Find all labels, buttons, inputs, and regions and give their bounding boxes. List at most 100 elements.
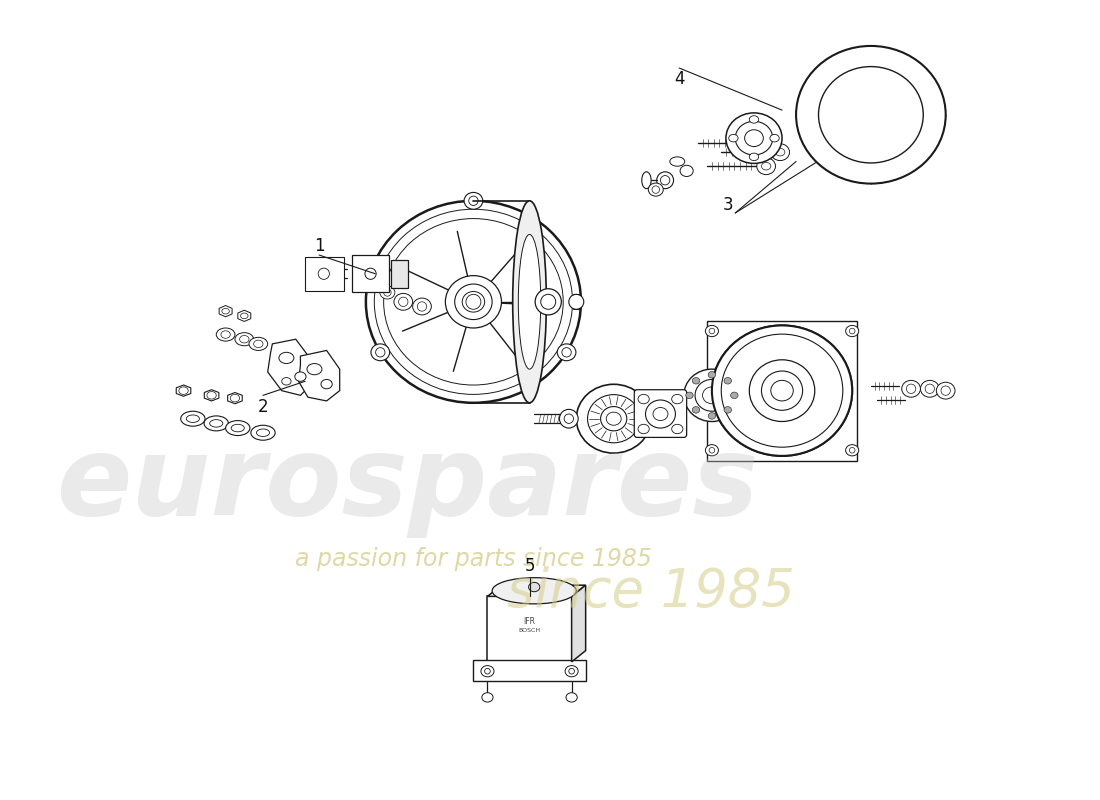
Ellipse shape xyxy=(221,330,230,338)
Ellipse shape xyxy=(771,380,793,401)
Ellipse shape xyxy=(724,378,732,384)
Ellipse shape xyxy=(708,371,716,378)
Ellipse shape xyxy=(541,294,556,310)
Ellipse shape xyxy=(936,382,955,399)
Ellipse shape xyxy=(771,144,790,161)
Text: BOSCH: BOSCH xyxy=(518,629,540,634)
Polygon shape xyxy=(305,257,344,290)
Ellipse shape xyxy=(222,308,229,314)
Ellipse shape xyxy=(846,326,859,337)
Ellipse shape xyxy=(279,352,294,363)
Text: 2: 2 xyxy=(257,398,268,415)
Ellipse shape xyxy=(412,298,431,315)
Ellipse shape xyxy=(446,276,502,328)
Text: 3: 3 xyxy=(723,197,733,214)
Ellipse shape xyxy=(670,157,685,166)
Ellipse shape xyxy=(906,384,916,394)
Ellipse shape xyxy=(653,407,668,421)
Ellipse shape xyxy=(566,693,578,702)
Polygon shape xyxy=(572,585,585,662)
Ellipse shape xyxy=(712,326,852,456)
Ellipse shape xyxy=(818,66,923,163)
Ellipse shape xyxy=(180,411,205,426)
Ellipse shape xyxy=(464,192,483,210)
Ellipse shape xyxy=(329,266,338,282)
Ellipse shape xyxy=(374,210,573,394)
Ellipse shape xyxy=(205,416,229,431)
Ellipse shape xyxy=(692,378,700,384)
Ellipse shape xyxy=(771,380,793,401)
Ellipse shape xyxy=(371,344,389,361)
Ellipse shape xyxy=(569,294,584,310)
Ellipse shape xyxy=(722,334,843,447)
Polygon shape xyxy=(352,255,389,293)
Ellipse shape xyxy=(454,284,492,319)
Ellipse shape xyxy=(217,328,235,341)
Ellipse shape xyxy=(708,413,716,419)
Ellipse shape xyxy=(712,326,852,456)
Ellipse shape xyxy=(902,380,921,397)
Ellipse shape xyxy=(254,340,263,348)
Ellipse shape xyxy=(492,578,576,604)
Ellipse shape xyxy=(710,328,715,334)
Ellipse shape xyxy=(692,406,700,413)
Ellipse shape xyxy=(638,394,649,404)
Ellipse shape xyxy=(705,326,718,337)
Ellipse shape xyxy=(638,424,649,434)
Ellipse shape xyxy=(849,447,855,453)
Ellipse shape xyxy=(558,344,576,361)
Text: 4: 4 xyxy=(674,70,684,88)
Ellipse shape xyxy=(587,394,640,442)
Ellipse shape xyxy=(469,196,478,206)
Ellipse shape xyxy=(240,335,249,343)
Ellipse shape xyxy=(398,297,408,306)
Ellipse shape xyxy=(921,380,939,397)
Bar xyxy=(487,596,572,662)
Ellipse shape xyxy=(728,134,738,142)
Ellipse shape xyxy=(770,134,779,142)
Ellipse shape xyxy=(295,372,306,382)
Ellipse shape xyxy=(366,201,581,403)
Ellipse shape xyxy=(394,294,412,310)
Ellipse shape xyxy=(749,116,759,123)
Text: since 1985: since 1985 xyxy=(507,566,795,618)
Ellipse shape xyxy=(513,201,547,403)
Ellipse shape xyxy=(761,371,803,410)
Ellipse shape xyxy=(747,134,766,151)
Ellipse shape xyxy=(684,369,740,422)
Ellipse shape xyxy=(672,424,683,434)
Ellipse shape xyxy=(241,313,248,318)
Ellipse shape xyxy=(179,387,188,394)
Ellipse shape xyxy=(601,406,627,431)
Ellipse shape xyxy=(722,334,843,447)
Text: IFR: IFR xyxy=(524,617,536,626)
Ellipse shape xyxy=(776,149,784,156)
Ellipse shape xyxy=(703,387,722,404)
Ellipse shape xyxy=(210,420,223,427)
Polygon shape xyxy=(487,585,585,596)
Ellipse shape xyxy=(761,371,803,410)
Polygon shape xyxy=(707,321,857,461)
Ellipse shape xyxy=(685,392,693,398)
Ellipse shape xyxy=(680,166,693,177)
Ellipse shape xyxy=(606,412,621,426)
Ellipse shape xyxy=(796,46,946,183)
Ellipse shape xyxy=(256,429,270,437)
Ellipse shape xyxy=(657,172,673,189)
Ellipse shape xyxy=(641,172,651,189)
Ellipse shape xyxy=(379,286,395,299)
Ellipse shape xyxy=(384,218,563,385)
Text: 1: 1 xyxy=(314,237,324,254)
Ellipse shape xyxy=(846,445,859,456)
Polygon shape xyxy=(392,260,408,288)
Ellipse shape xyxy=(417,302,427,311)
Ellipse shape xyxy=(652,186,660,194)
Ellipse shape xyxy=(235,333,254,346)
Ellipse shape xyxy=(660,175,670,185)
Polygon shape xyxy=(205,390,219,401)
Polygon shape xyxy=(267,339,315,395)
Ellipse shape xyxy=(462,291,485,312)
FancyBboxPatch shape xyxy=(635,390,686,438)
Ellipse shape xyxy=(564,414,573,423)
Ellipse shape xyxy=(384,289,392,296)
